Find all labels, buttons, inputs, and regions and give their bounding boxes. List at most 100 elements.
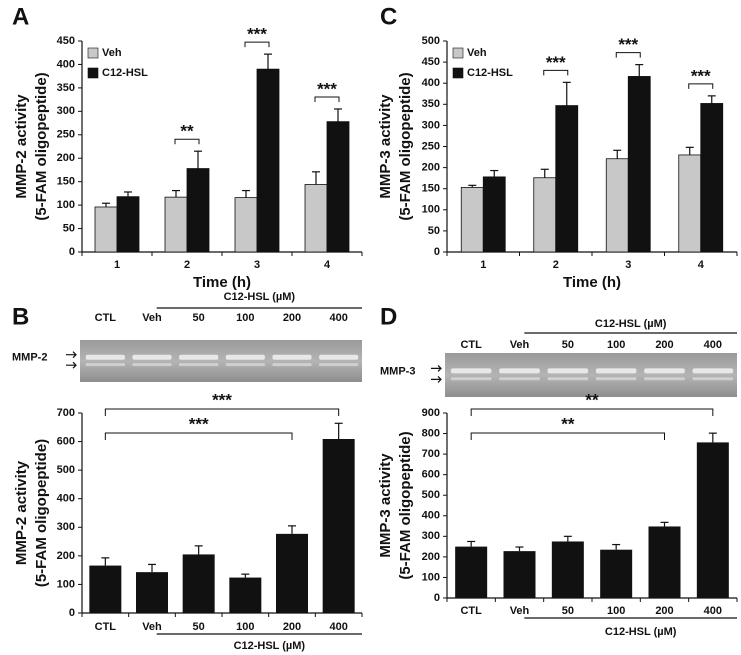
y-tick-label: 200 xyxy=(57,152,75,164)
y-tick-label: 0 xyxy=(69,246,75,258)
error-bar xyxy=(172,189,180,198)
panel-label: D xyxy=(380,303,397,330)
error-bar xyxy=(334,422,343,439)
error-bar xyxy=(102,202,110,207)
gel-band xyxy=(692,377,734,381)
error-bar xyxy=(515,546,524,552)
x-tick-label: Veh xyxy=(142,621,162,633)
bar xyxy=(600,549,633,598)
gel-band xyxy=(179,363,219,367)
bar xyxy=(89,565,122,613)
bar xyxy=(460,187,484,253)
bar xyxy=(326,121,350,253)
y-tick-label: 700 xyxy=(57,407,75,419)
legend-label: C12-HSL xyxy=(467,67,513,79)
bar xyxy=(234,197,258,253)
y-tick-label: 700 xyxy=(422,448,440,460)
gel-band xyxy=(272,354,312,360)
group-label: C12-HSL (µM) xyxy=(234,640,306,652)
gel-band xyxy=(547,368,589,374)
x-tick-label: Veh xyxy=(510,605,530,617)
bar xyxy=(555,105,579,253)
y-tick-label: 400 xyxy=(57,58,75,70)
x-tick-label: CTL xyxy=(95,621,117,633)
gel-band xyxy=(132,363,172,367)
y-tick-label: 900 xyxy=(422,407,440,419)
error-bar xyxy=(685,146,694,155)
gel-band xyxy=(595,368,637,374)
significance-bracket xyxy=(470,432,665,440)
y-axis-label: (5-FAM oligopeptide) xyxy=(397,431,414,579)
error-bar xyxy=(312,171,320,185)
bar xyxy=(164,196,188,253)
significance-bracket xyxy=(244,41,270,48)
significance-label: *** xyxy=(317,79,337,98)
gel-band xyxy=(319,354,359,360)
gel-band xyxy=(85,354,125,360)
y-tick-label: 0 xyxy=(434,592,440,604)
y-tick-label: 200 xyxy=(57,550,75,562)
y-tick-label: 300 xyxy=(422,119,440,131)
gel-band xyxy=(595,377,637,381)
gel-band xyxy=(450,368,492,374)
x-tick-label: 100 xyxy=(236,621,254,633)
x-axis-label: Time (h) xyxy=(563,274,621,291)
lane-label: CTL xyxy=(95,312,117,324)
error-bar xyxy=(242,189,250,198)
gel-arrow xyxy=(431,375,442,383)
bar xyxy=(229,577,262,613)
y-tick-label: 50 xyxy=(63,222,75,234)
gel-band xyxy=(644,377,685,381)
x-tick-label: 4 xyxy=(324,259,331,271)
error-bar xyxy=(334,108,342,122)
error-bar xyxy=(562,81,571,106)
error-bar xyxy=(194,545,203,555)
y-tick-label: 100 xyxy=(422,204,440,216)
x-tick-label: 1 xyxy=(114,259,120,271)
lane-label: 400 xyxy=(704,339,722,351)
gel-band xyxy=(450,377,492,381)
lane-label: 400 xyxy=(329,312,347,324)
y-tick-label: 0 xyxy=(434,246,440,258)
significance-label: *** xyxy=(691,66,711,85)
significance-bracket xyxy=(470,408,714,416)
lane-label: 200 xyxy=(283,312,301,324)
legend-label: C12-HSL xyxy=(102,67,148,79)
significance-bracket xyxy=(104,432,293,440)
y-tick-label: 150 xyxy=(57,176,75,188)
bar xyxy=(696,442,729,598)
bar xyxy=(533,177,557,253)
y-tick-label: 100 xyxy=(57,199,75,211)
bar xyxy=(322,439,355,613)
gel-band xyxy=(499,377,540,381)
bar xyxy=(551,541,584,598)
gel-band xyxy=(644,368,685,374)
gel-arrow xyxy=(431,364,442,372)
x-tick-label: 50 xyxy=(193,621,205,633)
error-bar xyxy=(124,191,132,197)
bar xyxy=(182,554,215,613)
legend-label: Veh xyxy=(102,47,122,59)
y-tick-label: 250 xyxy=(57,129,75,141)
bar xyxy=(455,546,488,598)
y-tick-label: 150 xyxy=(422,183,440,195)
bar xyxy=(503,551,536,598)
y-axis-label: MMP-3 activity xyxy=(377,453,394,558)
legend-label: Veh xyxy=(467,47,487,59)
error-bar xyxy=(101,557,110,566)
lane-label: 100 xyxy=(607,339,625,351)
significance-bracket xyxy=(688,83,714,89)
lane-label: Veh xyxy=(510,339,530,351)
gel-band xyxy=(225,354,265,360)
significance-label: ** xyxy=(585,390,599,409)
significance-label: ** xyxy=(561,414,575,433)
error-bar xyxy=(264,53,272,70)
bar xyxy=(605,158,629,253)
error-bar xyxy=(194,150,202,169)
error-bar xyxy=(660,521,669,527)
gel-label: MMP-3 xyxy=(380,365,415,377)
y-tick-label: 600 xyxy=(422,469,440,481)
x-tick-label: 200 xyxy=(283,621,301,633)
bar xyxy=(304,184,328,253)
